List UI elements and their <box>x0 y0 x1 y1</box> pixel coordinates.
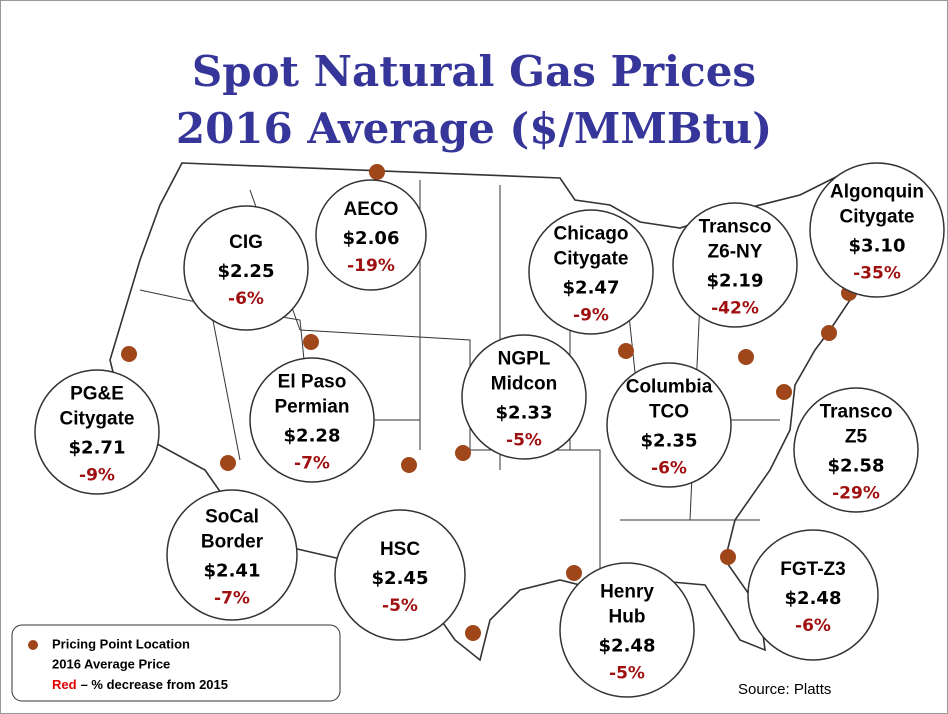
pricing-point <box>455 445 471 461</box>
hub-change: -7% <box>214 589 250 609</box>
hub-circle <box>809 162 945 298</box>
legend-text: – % decrease from 2015 <box>81 677 228 692</box>
hub-change: -6% <box>228 289 264 309</box>
hub-circle <box>34 369 160 495</box>
hub-price: $2.41 <box>204 561 261 582</box>
pricing-point <box>369 164 385 180</box>
hub-name: Chicago <box>554 224 629 245</box>
hub-name: Z5 <box>845 427 868 448</box>
hub-change: -6% <box>651 459 687 479</box>
pricing-point <box>821 325 837 341</box>
hub-name: Transco <box>820 402 893 423</box>
hub-price: $2.47 <box>563 278 620 299</box>
pricing-point <box>566 565 582 581</box>
hub-change: -19% <box>347 256 395 276</box>
hub-name: Permian <box>275 397 350 418</box>
hub-price: $2.58 <box>828 456 885 477</box>
pricing-point <box>220 455 236 471</box>
pricing-point <box>618 343 634 359</box>
hub-change: -42% <box>711 299 759 319</box>
hub-price: $2.33 <box>496 403 553 424</box>
hub-price: $2.71 <box>69 438 126 459</box>
pricing-point <box>121 346 137 362</box>
legend-marker <box>28 640 38 650</box>
hub-name: El Paso <box>278 372 347 393</box>
hub-price: $2.48 <box>599 636 656 657</box>
hub-circle <box>793 387 919 513</box>
hub-price: $2.45 <box>372 568 429 589</box>
hub-name: Z6-NY <box>708 242 763 263</box>
hub-price: $3.10 <box>849 236 906 257</box>
legend-item: Red – % decrease from 2015 <box>52 677 228 692</box>
hub-circle <box>606 362 732 488</box>
hub-name: Henry <box>600 582 654 603</box>
hub-circle <box>166 489 298 621</box>
hub-name: Citygate <box>840 207 915 228</box>
hub-name: HSC <box>380 539 420 560</box>
pricing-point <box>776 384 792 400</box>
hub-name: Citygate <box>60 409 135 430</box>
hub-change: -5% <box>506 431 542 451</box>
hub-name: SoCal <box>205 507 259 528</box>
pricing-point <box>720 549 736 565</box>
hub-change: -5% <box>609 664 645 684</box>
hub-name: FGT-Z3 <box>780 559 845 580</box>
legend-box <box>11 624 341 702</box>
source: Source: Platts <box>738 681 831 698</box>
hub-circle <box>747 529 879 661</box>
hub-name: AECO <box>344 199 399 220</box>
title: 2016 Average ($/MMBtu) <box>176 104 772 153</box>
legend-item: Pricing Point Location <box>52 636 190 651</box>
hub-price: $2.48 <box>785 588 842 609</box>
pricing-point <box>401 457 417 473</box>
hub-circle <box>183 205 309 331</box>
hub-name: NGPL <box>498 349 551 370</box>
hub-price: $2.25 <box>218 261 275 282</box>
hub-name: PG&E <box>70 384 124 405</box>
hub-circle <box>528 209 654 335</box>
hub-name: TCO <box>649 402 689 423</box>
hub-name: Border <box>201 532 264 553</box>
legend-highlight: Red <box>52 677 77 692</box>
hub-name: Hub <box>609 607 646 628</box>
hub-change: -7% <box>294 454 330 474</box>
hub-circle <box>672 202 798 328</box>
hub-price: $2.06 <box>343 228 400 249</box>
hub-price: $2.19 <box>707 271 764 292</box>
hub-circle <box>461 334 587 460</box>
pricing-point <box>738 349 754 365</box>
legend-item: 2016 Average Price <box>52 656 170 671</box>
pricing-point <box>465 625 481 641</box>
hub-change: -5% <box>382 596 418 616</box>
pricing-point <box>303 334 319 350</box>
hub-change: -29% <box>832 484 880 504</box>
hub-change: -9% <box>79 466 115 486</box>
hub-name: CIG <box>229 232 263 253</box>
hub-circle <box>249 357 375 483</box>
hub-name: Columbia <box>626 377 713 398</box>
hub-change: -35% <box>853 264 901 284</box>
hub-name: Transco <box>699 217 772 238</box>
title: Spot Natural Gas Prices <box>192 47 756 96</box>
hub-price: $2.35 <box>641 431 698 452</box>
hub-price: $2.28 <box>284 426 341 447</box>
hub-name: Midcon <box>491 374 558 395</box>
hub-circle <box>315 179 427 291</box>
hub-name: Citygate <box>554 249 629 270</box>
hub-circle <box>559 562 695 698</box>
hub-circle <box>334 509 466 641</box>
hub-change: -6% <box>795 616 831 636</box>
hub-name: Algonquin <box>830 182 924 203</box>
hub-change: -9% <box>573 306 609 326</box>
